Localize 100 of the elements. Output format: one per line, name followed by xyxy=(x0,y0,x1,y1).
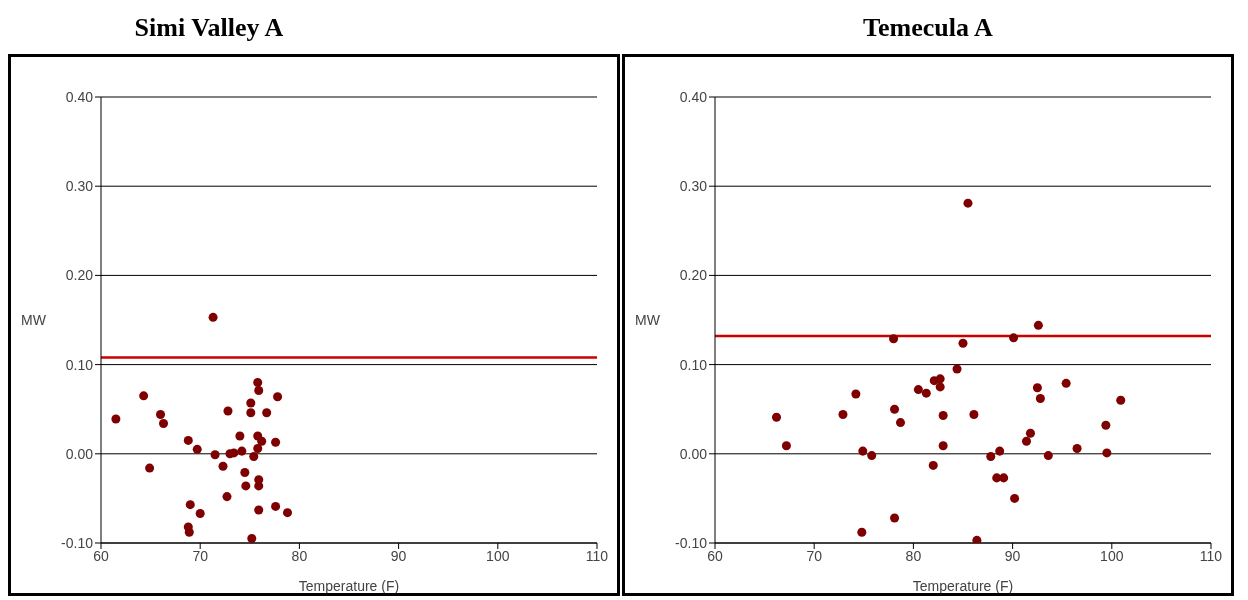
point xyxy=(111,414,121,424)
point xyxy=(273,392,283,402)
point xyxy=(952,364,962,374)
point xyxy=(208,312,218,322)
y-tick-label: 0.30 xyxy=(65,178,94,195)
x-tick-label: 80 xyxy=(291,547,308,564)
point xyxy=(1025,428,1035,438)
point xyxy=(895,418,906,428)
point xyxy=(890,513,900,523)
point xyxy=(184,527,194,537)
point xyxy=(1043,451,1053,461)
x-tick-label: 70 xyxy=(806,547,823,564)
point xyxy=(237,446,247,456)
point xyxy=(1061,378,1071,388)
x-tick-label: 60 xyxy=(93,547,109,564)
point xyxy=(223,406,233,416)
y-tick-label: 0.30 xyxy=(679,178,708,195)
point xyxy=(963,198,973,208)
x-tick-label: 100 xyxy=(1100,547,1124,564)
point xyxy=(867,451,877,461)
point xyxy=(921,388,931,398)
point xyxy=(249,451,259,461)
x-tick-label: 100 xyxy=(486,547,510,564)
y-tick-label: 0.00 xyxy=(65,445,94,462)
point xyxy=(139,391,149,401)
point xyxy=(1072,443,1082,453)
point xyxy=(913,385,923,395)
x-tick-label: 110 xyxy=(585,547,609,564)
point xyxy=(145,463,155,473)
point xyxy=(986,451,996,461)
point xyxy=(928,460,938,470)
point xyxy=(156,410,166,420)
point xyxy=(838,410,848,420)
point xyxy=(1102,448,1112,458)
x-tick-label: 90 xyxy=(1004,547,1021,564)
point xyxy=(999,473,1009,483)
x-tick-label: 80 xyxy=(905,547,922,564)
point xyxy=(241,481,251,491)
point xyxy=(857,527,867,537)
point xyxy=(253,377,263,387)
y-tick-label: 0.40 xyxy=(679,88,708,105)
point xyxy=(192,444,202,454)
x-tick-label: 60 xyxy=(707,547,723,564)
point xyxy=(210,450,220,460)
point xyxy=(890,404,900,414)
point xyxy=(253,443,263,453)
point xyxy=(1116,395,1126,405)
point xyxy=(935,382,945,392)
y-tick-label: 0.10 xyxy=(65,356,94,373)
point xyxy=(185,500,195,510)
point xyxy=(771,412,782,422)
x-tick-label: 110 xyxy=(1199,547,1223,564)
point xyxy=(254,481,264,491)
point xyxy=(972,535,982,543)
y-tick-label: -0.10 xyxy=(675,534,708,551)
point xyxy=(158,418,169,428)
y-tick-label: 0.10 xyxy=(679,356,708,373)
point xyxy=(229,448,239,458)
y-axis-title: MW xyxy=(635,311,661,328)
point xyxy=(938,441,948,451)
point xyxy=(1033,320,1043,330)
point xyxy=(254,505,264,515)
x-axis-title: Temperature (F) xyxy=(298,578,400,594)
x-tick-label: 70 xyxy=(192,547,209,564)
point xyxy=(257,436,267,446)
point xyxy=(938,410,948,420)
point xyxy=(889,334,899,344)
point xyxy=(969,410,979,420)
point xyxy=(222,492,232,502)
point xyxy=(1032,383,1042,393)
chart-title: Simi Valley A xyxy=(134,12,284,44)
point xyxy=(247,534,257,543)
point xyxy=(254,385,264,395)
point xyxy=(995,446,1005,456)
y-tick-label: -0.10 xyxy=(61,534,94,551)
point xyxy=(1010,493,1020,503)
point xyxy=(271,501,281,511)
point xyxy=(851,389,861,399)
point xyxy=(235,431,245,441)
point xyxy=(1101,420,1111,430)
point xyxy=(282,508,293,518)
chart-title: Temecula A xyxy=(863,12,993,44)
point xyxy=(271,437,281,447)
y-tick-label: 0.40 xyxy=(65,88,94,105)
point xyxy=(1009,333,1019,343)
point xyxy=(195,509,205,519)
x-axis-title: Temperature (F) xyxy=(912,578,1014,594)
y-axis-title: MW xyxy=(21,311,47,328)
point xyxy=(935,374,945,384)
point xyxy=(1035,393,1045,403)
point xyxy=(262,408,272,418)
y-tick-label: 0.20 xyxy=(679,267,708,284)
y-tick-label: 0.00 xyxy=(679,445,708,462)
point xyxy=(218,461,228,471)
point xyxy=(781,441,791,451)
point xyxy=(246,398,256,408)
point xyxy=(246,408,256,418)
point xyxy=(1021,436,1031,446)
point xyxy=(183,435,193,445)
y-tick-label: 0.20 xyxy=(65,267,94,284)
